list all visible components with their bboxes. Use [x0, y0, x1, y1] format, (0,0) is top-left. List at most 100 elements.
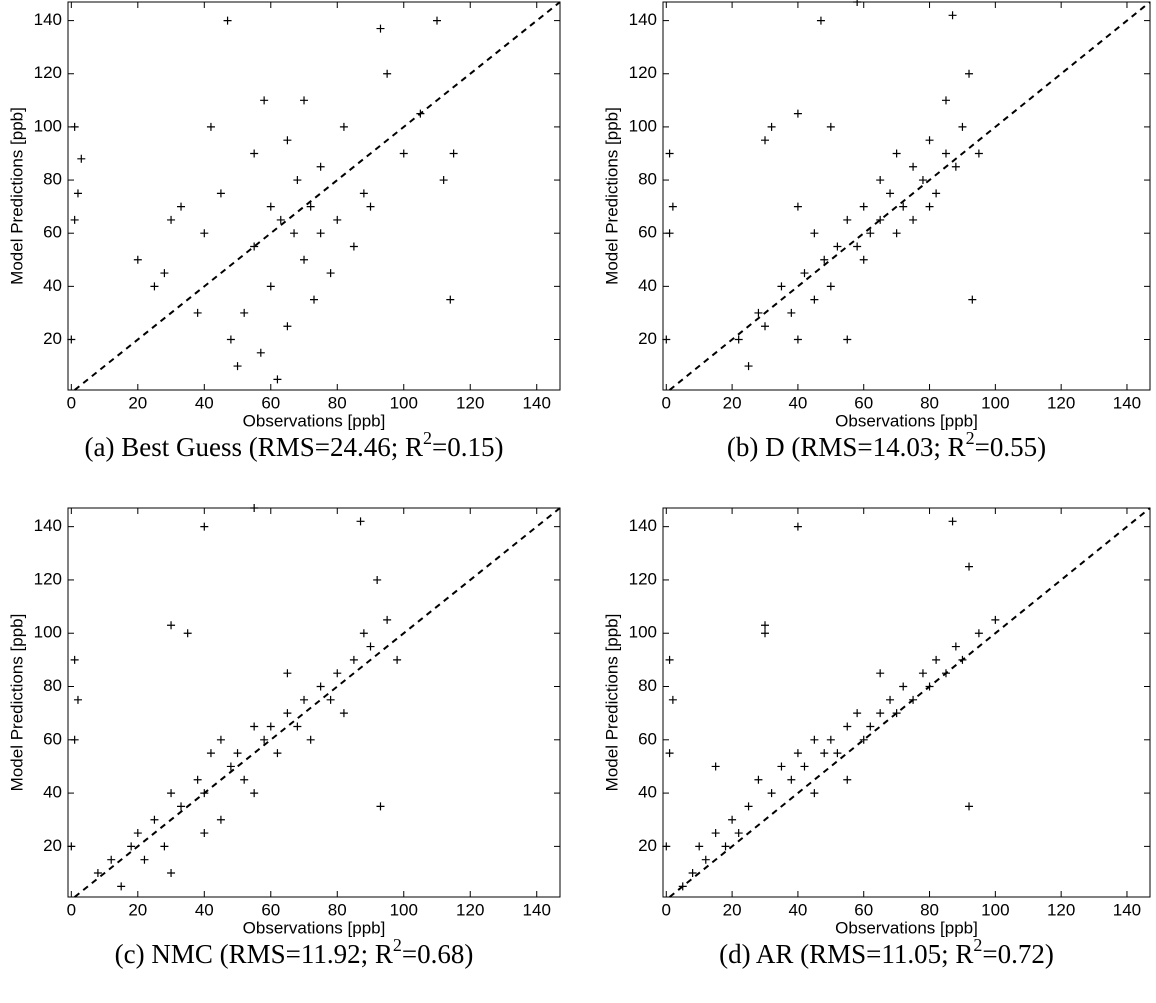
point: [843, 722, 852, 731]
y-tick-label: 120: [34, 569, 62, 588]
point: [93, 869, 102, 878]
y-tick-label: 120: [629, 63, 657, 82]
point: [810, 789, 819, 798]
x-axis-label: Observations [ppb]: [243, 411, 386, 430]
point: [240, 308, 249, 317]
point: [283, 669, 292, 678]
y-axis-label: Model Predictions [ppb]: [7, 614, 26, 792]
y-tick-label: 20: [43, 329, 62, 348]
y-tick-label: 20: [638, 836, 657, 855]
point: [226, 335, 235, 344]
x-axis-label: Observations [ppb]: [835, 411, 978, 430]
x-tick-label: 60: [261, 393, 280, 412]
point: [266, 202, 275, 211]
x-tick-label: 80: [920, 900, 939, 919]
point: [160, 269, 169, 278]
y-tick-label: 80: [638, 676, 657, 695]
y-axis-label: Model Predictions [ppb]: [602, 107, 621, 285]
point: [744, 362, 753, 371]
point: [446, 295, 455, 304]
caption-text: (c) NMC (RMS=11.92; R: [115, 939, 393, 969]
point: [728, 815, 737, 824]
point: [216, 189, 225, 198]
point: [886, 695, 895, 704]
point: [744, 802, 753, 811]
point: [876, 709, 885, 718]
point: [183, 629, 192, 638]
point: [373, 575, 382, 584]
point: [167, 789, 176, 798]
point: [273, 375, 282, 384]
point: [701, 855, 710, 864]
point: [941, 149, 950, 158]
point: [968, 295, 977, 304]
point: [73, 189, 82, 198]
point: [276, 215, 285, 224]
point: [233, 362, 242, 371]
x-tick-label: 80: [920, 393, 939, 412]
point: [665, 749, 674, 758]
point: [283, 322, 292, 331]
point: [383, 69, 392, 78]
point: [876, 669, 885, 678]
point: [240, 775, 249, 784]
point: [668, 695, 677, 704]
point: [734, 829, 743, 838]
point: [70, 215, 79, 224]
point: [909, 162, 918, 171]
point: [876, 215, 885, 224]
point: [734, 335, 743, 344]
point: [688, 869, 697, 878]
point: [316, 229, 325, 238]
x-tick-label: 80: [328, 900, 347, 919]
point: [167, 215, 176, 224]
point: [793, 109, 802, 118]
point: [810, 735, 819, 744]
caption: (c) NMC (RMS=11.92; R2=0.68): [115, 935, 474, 969]
point: [793, 335, 802, 344]
point: [793, 749, 802, 758]
point: [160, 842, 169, 851]
panel: 0 20 40 60 80 100 120 140 20 40 60 80 100 120 140 Obser…: [602, 0, 1151, 462]
point: [941, 669, 950, 678]
point: [820, 749, 829, 758]
x-tick-label: 120: [456, 900, 484, 919]
point: [948, 11, 957, 20]
x-tick-label: 100: [981, 900, 1009, 919]
y-tick-label: 80: [43, 676, 62, 695]
x-tick-label: 140: [1113, 393, 1141, 412]
point: [150, 815, 159, 824]
plot-frame: [662, 1, 1151, 391]
point: [266, 722, 275, 731]
x-tick-label: 60: [854, 900, 873, 919]
point: [767, 789, 776, 798]
point: [787, 775, 796, 784]
point: [820, 255, 829, 264]
point: [416, 109, 425, 118]
y-tick-label: 40: [638, 783, 657, 802]
x-tick-label: 140: [1113, 900, 1141, 919]
y-tick-label: 140: [34, 516, 62, 535]
point: [810, 229, 819, 238]
x-tick-label: 20: [723, 393, 742, 412]
point: [140, 855, 149, 864]
point: [721, 842, 730, 851]
panel: 0 20 40 60 80 100 120 140 20 40 60 80 100 120 140 Obser…: [7, 1, 561, 462]
point: [216, 815, 225, 824]
x-axis-label: Observations [ppb]: [243, 918, 386, 937]
y-tick-label: 100: [34, 623, 62, 642]
point: [177, 202, 186, 211]
point: [300, 96, 309, 105]
caption-tail: =0.72): [982, 939, 1053, 969]
point: [991, 615, 1000, 624]
point: [359, 189, 368, 198]
point: [306, 735, 315, 744]
point: [974, 629, 983, 638]
point: [826, 282, 835, 291]
plot-frame: [662, 507, 1151, 898]
x-tick-label: 100: [981, 393, 1009, 412]
point: [226, 762, 235, 771]
x-tick-label: 20: [128, 393, 147, 412]
y-tick-label: 40: [638, 276, 657, 295]
point: [250, 149, 259, 158]
